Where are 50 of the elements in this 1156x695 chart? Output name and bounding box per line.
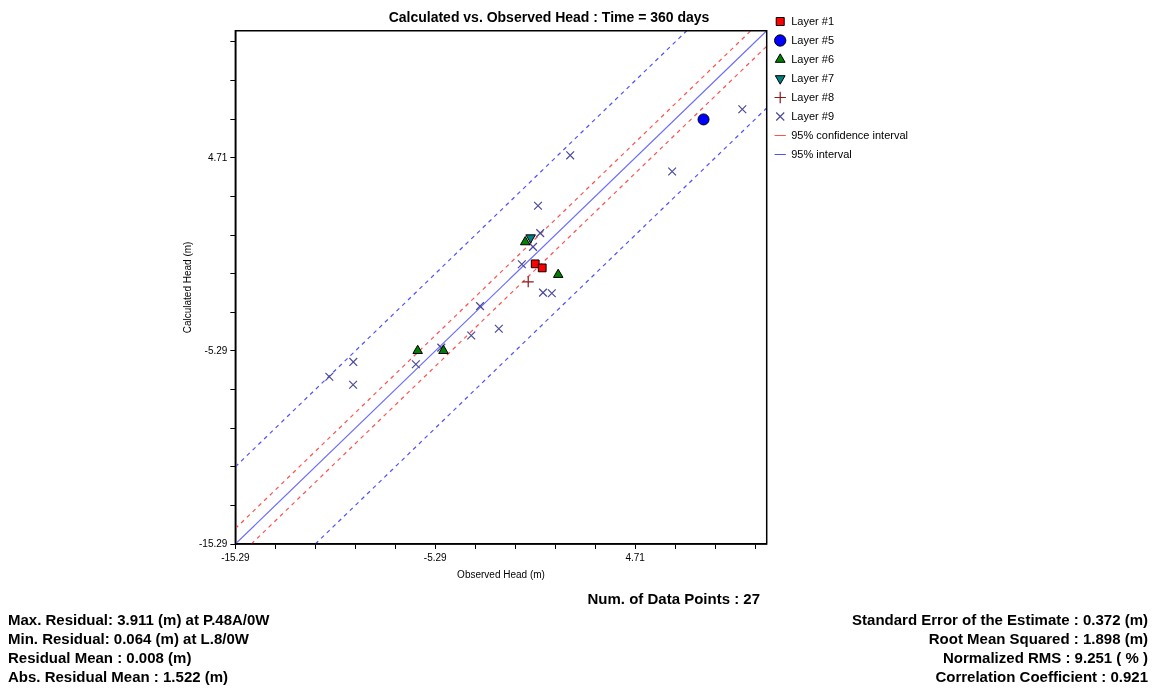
- y-axis-title: Calculated Head (m): [181, 241, 193, 334]
- point: [411, 359, 421, 369]
- x-tick-label: 4.71: [625, 551, 646, 563]
- point: [517, 259, 527, 269]
- point: [537, 263, 547, 273]
- point: [697, 113, 710, 126]
- point: [533, 201, 543, 211]
- text: Standard Error of the Estimate : 0.372 (m): [852, 610, 1148, 629]
- legend-label: 95% confidence interval: [791, 128, 908, 141]
- legend-label: 95% interval: [791, 147, 852, 160]
- point: [530, 259, 540, 269]
- point: [348, 357, 358, 367]
- legend-label: Layer #9: [791, 109, 835, 122]
- legend-label: Layer #6: [791, 52, 835, 65]
- text: Root Mean Squared : 1.898 (m): [927, 629, 1148, 648]
- x-axis-title: Observed Head (m): [457, 568, 545, 580]
- point: [522, 275, 535, 288]
- text: Correlation Coefficient : 0.921: [934, 667, 1148, 686]
- y-tick-label: -15.29: [199, 537, 228, 549]
- point: [552, 268, 564, 278]
- point: [475, 301, 485, 311]
- legend-label: Layer #5: [791, 33, 835, 46]
- point: [565, 150, 575, 160]
- text: Residual Mean : 0.008 (m): [8, 648, 193, 667]
- y-tick-label: 4.71: [207, 151, 228, 163]
- legend-label: Layer #1: [791, 14, 835, 27]
- y-tick-label: -5.29: [204, 344, 228, 356]
- legend-label: Layer #7: [791, 71, 835, 84]
- text: Max. Residual: 3.911 (m) at P.48A/0W: [8, 610, 270, 629]
- point: [528, 242, 538, 252]
- point: [324, 372, 334, 382]
- point: [466, 330, 476, 340]
- point: [547, 288, 557, 298]
- text: Abs. Residual Mean : 1.522 (m): [8, 667, 230, 686]
- point: [535, 228, 545, 238]
- point: [348, 380, 358, 390]
- point: [525, 234, 536, 244]
- text: Normalized RMS : 9.251 ( % ): [941, 648, 1148, 667]
- point: [667, 167, 677, 177]
- chart-title: Calculated vs. Observed Head : Time = 360 days: [388, 9, 710, 26]
- point: [519, 236, 531, 246]
- point: [494, 324, 504, 334]
- point: [737, 104, 747, 114]
- text: Num. of Data Points : 27: [586, 589, 760, 608]
- text: Min. Residual: 0.064 (m) at L.8/0W: [8, 629, 250, 648]
- x-tick-label: -15.29: [221, 551, 250, 563]
- legend-label: Layer #8: [791, 90, 835, 103]
- x-tick-label: -5.29: [423, 551, 448, 563]
- point: [412, 344, 423, 354]
- point: [538, 288, 548, 298]
